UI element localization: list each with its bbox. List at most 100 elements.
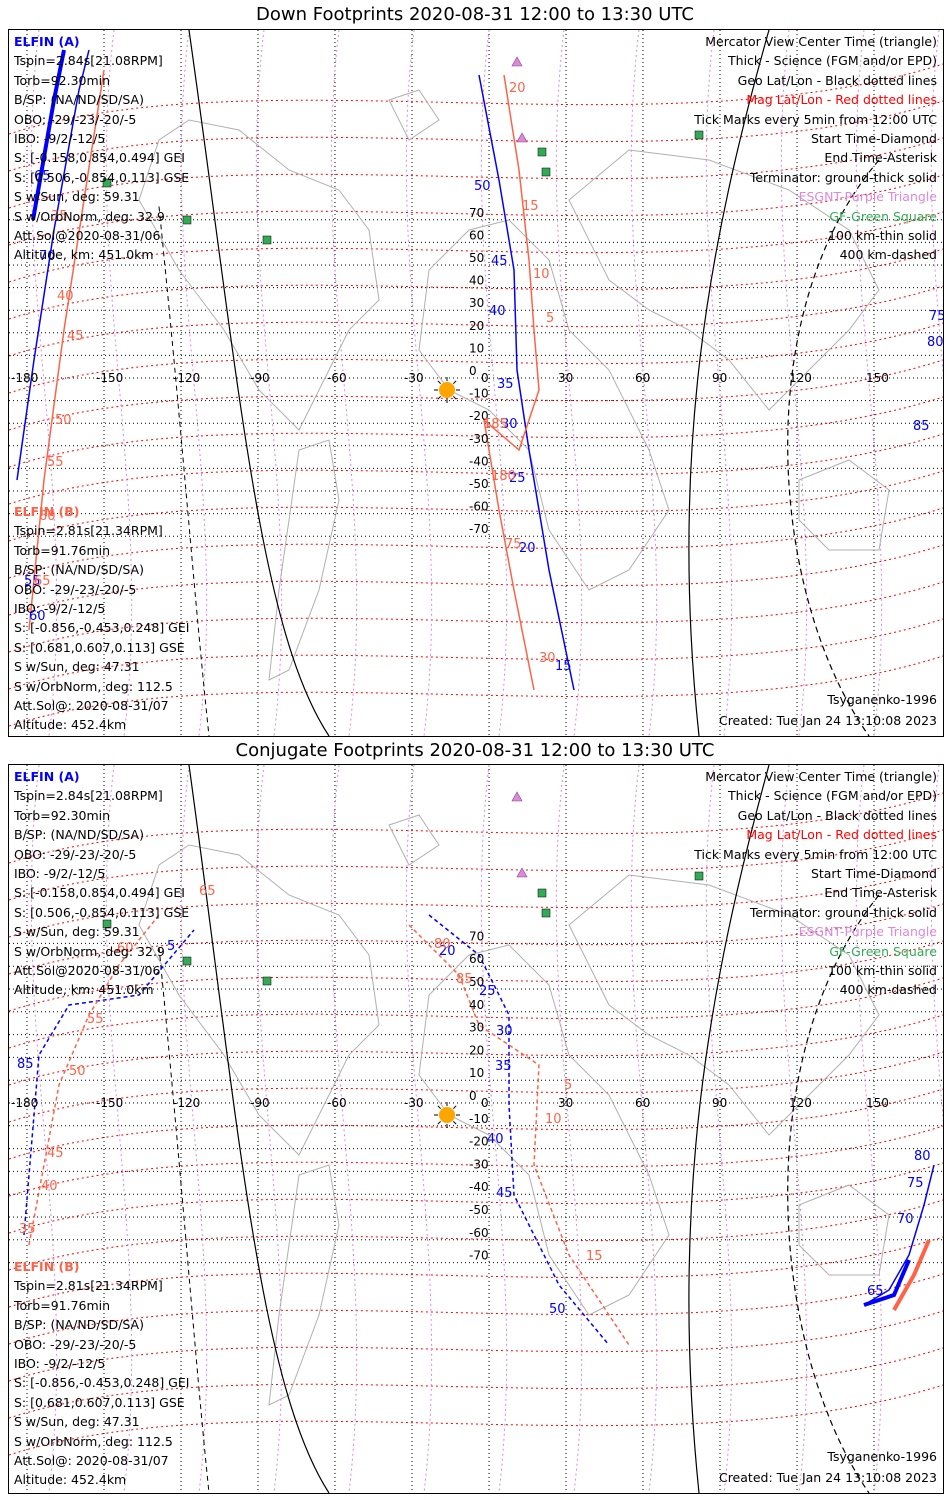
elfin-b-line: S w/Sun, deg: 47.31 (14, 1414, 140, 1430)
elfin-a-line: IBO: -9/2/-12/5 (14, 865, 106, 881)
mag-parallel-line (9, 1199, 943, 1271)
mag-parallel-line (9, 1051, 943, 1123)
elfin-b-line: Att.Sol@: 2020-08-31/07 (14, 1452, 169, 1468)
elfin-a-line: IBO: -9/2/-12/5 (14, 130, 106, 146)
mag-parallel-line (9, 618, 943, 690)
elfin-b-tick-label: 10 (533, 267, 550, 282)
elfin-b-tick-label: 10 (545, 1112, 562, 1127)
map-canvas: -180-150-120-90-60-300306090120150180706… (9, 765, 943, 1493)
elfin-b-tick-label: 180 (491, 469, 516, 484)
elfin-b-info: ELFIN (B) Tspin=2.81s[21.34RPM] Torb=91.… (14, 502, 189, 735)
legend-item: Mag Lat/Lon - Red dotted lines (746, 92, 937, 108)
sun-ray (453, 1121, 457, 1125)
elfin-b-tick-label: 30 (539, 651, 556, 666)
elfin-a-tick-label: 35 (497, 377, 514, 392)
elfin-b-science-segment (892, 1239, 931, 1311)
lat-tick-label: -10 (469, 1112, 489, 1126)
lat-tick-label: -30 (469, 432, 489, 446)
elfin-b-tick-label: 65 (34, 574, 51, 589)
lon-tick-label: -30 (404, 1096, 424, 1110)
mag-parallel-line (9, 1347, 943, 1419)
elfin-a-line: Torb=92.30min (14, 807, 111, 823)
legend-item: Start Time-Diamond (810, 865, 937, 881)
terminator-100km-line (688, 30, 770, 736)
coastline-shape (798, 459, 890, 551)
elfin-a-line: Att.Sol@2020-08-31/06 (14, 962, 161, 978)
lon-tick-label: 120 (789, 371, 812, 385)
lat-tick-label: 20 (469, 319, 484, 333)
elfin-a-track (863, 1164, 935, 1306)
legend-item: GF-Green Square (829, 943, 937, 959)
elfin-a-line: Att.Sol@2020-08-31/06 (14, 227, 161, 243)
terminator-400km-line (787, 159, 880, 736)
lon-tick-label: -180 (11, 1096, 38, 1110)
track-labels: 20 25 30 35 40 45 50 65 70 75 80 85 5 80 85 5 10 15 65 60 55… (17, 884, 931, 1317)
elfin-a-science-segment (31, 49, 66, 221)
lon-tick-label: -150 (96, 1096, 123, 1110)
elfin-b-line: Torb=91.76min (14, 542, 111, 558)
legend-item: ESGNT-Purple Triangle (798, 189, 937, 205)
elfin-b-tick-label: 40 (41, 1179, 58, 1194)
elfin-a-line: S w/Sun, deg: 59.31 (14, 189, 140, 205)
elfin-a-info: ELFIN (A) Tspin=2.84s[21.08RPM] Torb=92.… (14, 767, 189, 1000)
lat-tick-label: 30 (469, 296, 484, 310)
mag-parallel-line (9, 285, 943, 357)
elfin-a-line: B/SP: (NA/ND/SD/SA) (14, 827, 144, 843)
elfin-b-line: Tspin=2.81s[21.34RPM] (14, 523, 163, 539)
created-timestamp: Created: Tue Jan 24 13:10:08 2023 (718, 713, 937, 728)
lat-tick-label: -40 (469, 1180, 489, 1194)
lon-tick-label: 30 (558, 371, 573, 385)
legend-item: Thick - Science (FGM and/or EPD) (728, 788, 937, 804)
coastline-shape (418, 219, 670, 591)
elfin-a-tick-label: 40 (487, 1132, 504, 1147)
purple-triangle-icon (516, 867, 528, 878)
legend-item: Tick Marks every 5min from 12:00 UTC (694, 111, 937, 127)
markers (102, 56, 704, 403)
elfin-b-line: S: [0.681,0.607,0.113] GSE (14, 639, 185, 655)
elfin-b-line: S w/OrbNorm, deg: 112.5 (14, 678, 173, 694)
elfin-b-tick-label: 50 (55, 413, 72, 428)
lat-tick-label: -20 (469, 1135, 489, 1149)
grid-labels: -180 -150 -120 -90 -60 -30 0 30 60 90 120 150 180 70 6… (11, 206, 889, 536)
lon-tick-label: -90 (250, 371, 270, 385)
elfin-b-header: ELFIN (B) (14, 1259, 80, 1274)
elfin-b-track (28, 69, 105, 631)
mag-parallel-line (9, 977, 943, 1049)
green-square-icon (262, 976, 272, 986)
elfin-b-line: OBO: -29/-23/-20/-5 (14, 1336, 137, 1352)
legend-item: Geo Lat/Lon - Black dotted lines (737, 807, 937, 823)
elfin-b-tick-label: 35 (19, 1222, 36, 1237)
legend-item: Start Time-Diamond (810, 130, 937, 146)
elfin-a-tick-label: 75 (929, 309, 943, 324)
green-square-icon (102, 919, 112, 929)
lat-tick-label: -70 (469, 1249, 489, 1263)
mag-parallel-line (9, 174, 943, 246)
elfin-b-tick-label: 60 (117, 941, 134, 956)
terminator-ground-line (188, 765, 330, 1493)
elfin-b-info: ELFIN (B) Tspin=2.81s[21.34RPM] Torb=91.… (14, 1257, 189, 1490)
elfin-a-line: Tspin=2.84s[21.08RPM] (14, 53, 163, 69)
elfin-a-line: OBO: -29/-23/-20/-5 (14, 111, 137, 127)
lat-tick-label: -50 (469, 477, 489, 491)
mag-meridian-line (555, 765, 583, 1493)
elfin-a-tick-label: 50 (549, 1302, 566, 1317)
lat-tick-label: 50 (469, 251, 484, 265)
sun-ray (437, 396, 441, 400)
elfin-a-tick-label: 80 (927, 335, 943, 350)
elfin-a-tick-label: 40 (489, 304, 506, 319)
elfin-a-header: ELFIN (A) (14, 769, 80, 784)
elfin-b-tick-label: 15 (522, 199, 539, 214)
coastline-shape (388, 814, 440, 866)
legend-item: Mercator View Center Time (triangle) (705, 769, 937, 784)
lon-tick-label: -120 (173, 1096, 200, 1110)
sun-ray (453, 380, 457, 384)
model-name: Tsyganenko-1996 (827, 692, 937, 707)
mag-parallel-line (9, 1384, 943, 1456)
elfin-b-line: Tspin=2.81s[21.34RPM] (14, 1278, 163, 1294)
lon-tick-label: -90 (250, 1096, 270, 1110)
lon-tick-label: 90 (712, 1096, 727, 1110)
elfin-a-line: S: [0.506,-0.854,0.113] GSE (14, 169, 190, 185)
lat-tick-label: -70 (469, 522, 489, 536)
lat-tick-label: -20 (469, 409, 489, 423)
elfin-a-header: ELFIN (A) (14, 34, 80, 49)
